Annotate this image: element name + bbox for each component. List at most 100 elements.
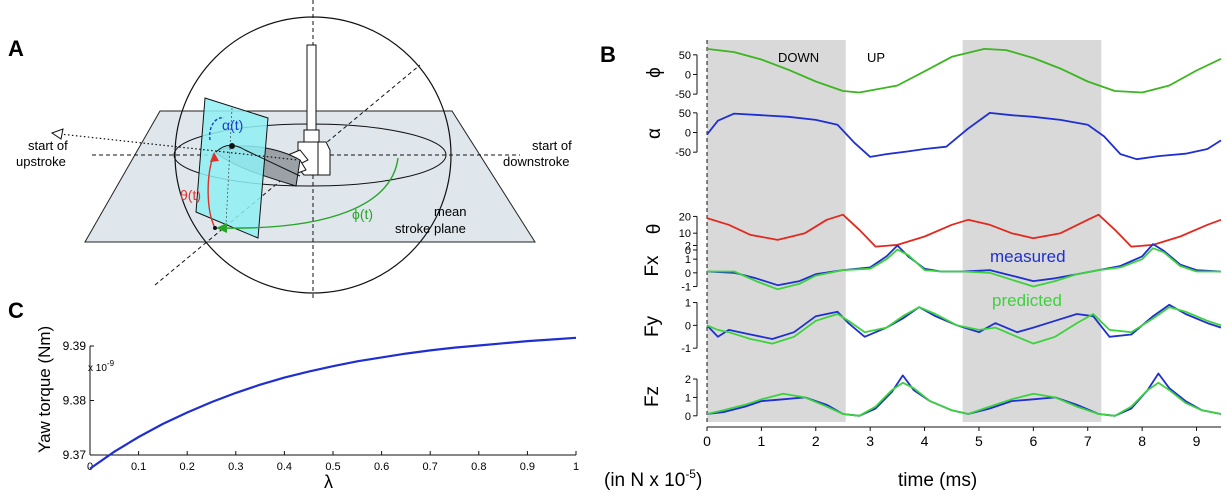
panel-c-chart: C Yaw torque (Nm) x 10-9 9.39 9.38 9.370 0.… — [8, 298, 579, 492]
diagonal-axis — [154, 64, 421, 286]
c-x-tick-label: 0.9 — [520, 461, 535, 473]
row-y-tick-label: 50 — [679, 50, 691, 62]
row-3: 210-1Fx — [642, 240, 1222, 294]
units-note: (in N x 10-5) — [604, 467, 702, 491]
row-y-tick-label: 1 — [685, 298, 691, 310]
row-y-tick-label: 2 — [685, 374, 691, 386]
b-x-tick-label: 2 — [812, 433, 820, 449]
row-y-tick-label: 20 — [679, 211, 691, 223]
row-y-tick-label: -50 — [675, 89, 691, 101]
c-y-tick-label: 9.39 — [63, 339, 87, 353]
c-exponent-sup: -9 — [107, 359, 115, 368]
b-x-tick-label: 5 — [975, 433, 983, 449]
c-plot-area: 9.39 9.38 9.370 0.1 0.2 0.3 0.4 0.5 0.6 0.7 0.8 0.9… — [63, 336, 579, 473]
trace-series-2 — [706, 213, 1222, 248]
row-y-tick-label: 1 — [685, 254, 691, 266]
b-x-label: time (ms) — [898, 470, 977, 491]
row-y-tick-label: 0 — [685, 69, 691, 81]
c-x-tick-label: 0.8 — [471, 461, 486, 473]
trace-predicted-3 — [707, 247, 1221, 291]
b-x-tick-label: 8 — [1138, 433, 1146, 449]
plane-label-2: stroke plane — [395, 221, 466, 236]
downstroke-label-1: start of — [532, 138, 572, 153]
c-x-tick-label: 0.5 — [325, 461, 340, 473]
c-x-tick-label: 0.2 — [180, 461, 195, 473]
shaded-regions — [706, 40, 1102, 422]
row-label: Fy — [642, 315, 663, 337]
row-1: 50 0 -50 α — [644, 108, 1222, 161]
c-y-tick-label: 9.38 — [63, 394, 87, 408]
phi-arrowhead — [216, 223, 227, 233]
row-label: Fx — [642, 255, 663, 277]
trace-series-1 — [706, 112, 1222, 161]
down-label: DOWN — [778, 50, 819, 65]
phi-arc — [221, 157, 399, 229]
row-y-tick-label: 1 — [685, 392, 691, 404]
upstroke-label-2: upstroke — [16, 154, 66, 169]
b-x-tick-label: 3 — [866, 433, 874, 449]
b-x-tick-label: 1 — [757, 433, 765, 449]
upstroke-label-1: start of — [28, 138, 68, 153]
row-y-tick-label: 0 — [685, 411, 691, 423]
c-x-tick-label: 1 — [573, 461, 579, 473]
legend-measured: measured — [990, 247, 1066, 266]
c-x-tick-label: 0.6 — [374, 461, 389, 473]
legend-predicted: predicted — [992, 291, 1062, 310]
row-y-tick-label: 0 — [685, 245, 691, 257]
c-x-tick-label: 0 — [87, 461, 93, 473]
b-x-tick-label: 4 — [921, 433, 929, 449]
row-y-tick-label: 0 — [685, 268, 691, 280]
shade-interval-1 — [962, 40, 1102, 422]
row-label: α — [644, 128, 665, 139]
c-yaw-torque-line — [89, 336, 577, 470]
panel-b-label: B — [600, 42, 616, 67]
c-x-label: λ — [324, 472, 333, 492]
c-x-tick-label: 0.1 — [131, 461, 146, 473]
up-label: UP — [867, 50, 885, 65]
trace-predicted-5 — [706, 381, 1222, 417]
c-x-tick-label: 0.7 — [423, 461, 438, 473]
row-label: θ — [644, 224, 665, 235]
c-y-tick-label: 9.37 — [63, 448, 87, 462]
downstroke-label-2: downstroke — [503, 154, 569, 169]
row-y-tick-label: -50 — [675, 147, 691, 159]
row-2: 20 10 0 θ — [644, 211, 1222, 257]
units-note-close: ) — [696, 470, 702, 491]
shade-interval-0 — [707, 40, 846, 422]
row-label: Fz — [642, 386, 663, 407]
wing-plane-mid — [225, 107, 233, 226]
wing-plane — [195, 97, 269, 239]
row-y-tick-label: -1 — [681, 343, 691, 355]
row-5: 2 1 0 Fz — [642, 372, 1222, 423]
row-4: 1 0 -1 Fy — [642, 298, 1222, 355]
row-label: ϕ — [644, 67, 665, 78]
c-x-tick-label: 0.3 — [228, 461, 243, 473]
b-x-tick-label: 7 — [1084, 433, 1092, 449]
row-y-tick-label: 10 — [679, 228, 691, 240]
units-note-exp: -5 — [685, 467, 696, 481]
b-x-axis: 0 1 2 3 4 5 6 7 8 9 — [703, 426, 1221, 449]
trace-predicted-4 — [706, 306, 1222, 345]
c-y-label: Yaw torque (Nm) — [35, 326, 54, 453]
b-x-tick-label: 6 — [1029, 433, 1037, 449]
arm-shaft — [306, 44, 317, 136]
theta-arrowhead — [210, 152, 219, 162]
root-point — [213, 226, 217, 230]
row-y-tick-label: 0 — [685, 320, 691, 332]
b-x-tick-label: 0 — [703, 433, 711, 449]
phi-label: ϕ(t) — [352, 206, 373, 222]
row-y-tick-label: 0 — [685, 128, 691, 140]
alpha-label: α(t) — [222, 117, 243, 133]
upstroke-arrowhead — [50, 128, 64, 140]
alpha-arc — [208, 117, 225, 141]
plane-label-1: mean — [434, 204, 467, 219]
row-y-tick-label: -1 — [681, 282, 691, 294]
row-y-tick-label: 50 — [679, 108, 691, 120]
hinge-point — [229, 143, 235, 149]
theta-label: θ(t) — [180, 187, 201, 203]
trace-series-0 — [706, 48, 1222, 94]
panel-c-label: C — [8, 298, 24, 323]
units-note-text: (in N x 10 — [604, 470, 685, 491]
